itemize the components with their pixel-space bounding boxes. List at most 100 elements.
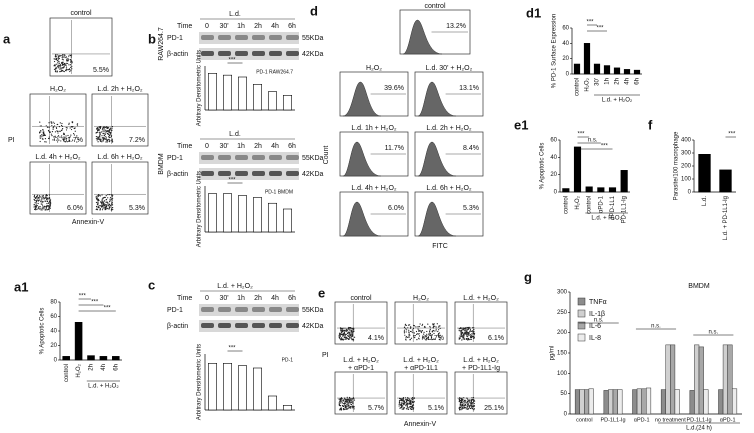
percentage: 13.1% [459,85,479,92]
event-dot [350,336,352,338]
event-dot [104,204,107,206]
event-dot [101,141,103,143]
event-dot [431,331,433,333]
event-dot [112,207,114,209]
bar [253,367,263,411]
event-dot [46,195,48,197]
panel-letter: d [310,3,318,18]
event-dot [104,138,106,140]
event-dot [63,56,65,59]
event-dot [439,327,441,330]
event-dot [46,200,49,203]
event-dot [403,329,406,331]
bar [718,389,724,415]
event-dot [470,338,472,340]
event-dot [110,205,112,207]
event-dot [471,405,473,407]
event-dot [44,138,47,140]
percentage: 4.1% [368,335,384,342]
event-dot [108,139,111,141]
event-dot [409,408,412,410]
event-dot [107,197,109,199]
panel-letter: c [148,277,155,292]
event-dot [342,330,344,332]
bar [632,389,638,415]
event-dot [422,335,424,337]
event-dot [421,330,423,332]
panel-letter: f [648,117,653,132]
time-point: 6h [288,23,296,30]
bar [223,363,233,411]
event-dot [404,402,406,404]
plot-title: L.d. 4h + H₂O₂ [351,185,397,192]
x-tick-label: control [587,196,593,214]
event-dot [110,139,112,141]
event-dot [38,208,40,210]
event-dot [401,399,403,401]
blot-band [235,323,248,328]
event-dot [432,327,434,329]
event-dot [467,403,470,405]
event-dot [460,403,462,406]
event-dot [429,325,431,328]
time-point: 4h [271,143,279,150]
bar [99,356,108,361]
event-dot [70,66,72,68]
legend-label: PD-1 RAW264.7 [256,69,293,75]
event-dot [429,327,431,329]
event-dot [438,335,440,337]
time-point: 0 [205,143,209,150]
axis-label: Annexin-V [404,421,437,428]
x-tick-label: L.d. + PD-1L1-Ig [723,196,729,240]
event-dot [351,399,353,401]
event-dot [344,401,346,403]
event-dot [465,402,468,404]
event-dot [61,70,63,72]
event-dot [427,336,430,338]
x-tick-label: control [575,78,581,96]
y-tick-label: 60 [550,138,557,144]
event-dot [42,131,44,133]
event-dot [37,200,39,202]
event-dot [463,397,465,399]
event-dot [340,337,343,339]
event-dot [105,195,107,197]
event-dot [353,408,355,410]
event-dot [64,141,66,143]
event-dot [346,402,348,404]
blot-band [269,323,282,328]
event-dot [109,201,111,203]
event-dot [57,56,60,58]
bar [719,169,732,193]
event-dot [412,403,414,405]
event-dot [406,401,408,403]
percentage: 6.0% [67,205,83,212]
event-dot [102,201,105,203]
event-dot [425,339,427,341]
event-dot [58,62,60,65]
event-dot [413,397,415,400]
event-dot [402,403,405,405]
event-dot [404,397,407,399]
event-dot [41,138,43,140]
event-dot [458,338,460,340]
event-dot [112,208,114,211]
time-point: 6h [288,143,296,150]
event-dot [59,64,62,66]
bar [722,344,728,415]
event-dot [463,400,465,403]
x-tick-label: H₂O₂ [575,195,581,209]
group-label: L.d. + H₂O₂ [88,384,119,390]
event-dot [423,333,425,335]
event-dot [351,401,353,403]
event-dot [433,332,435,335]
bar [238,365,248,411]
event-dot [340,400,342,402]
event-dot [73,134,76,136]
plot-title: H₂O₂ [413,295,429,302]
event-dot [50,133,53,135]
event-dot [108,131,110,133]
event-dot [69,58,72,61]
event-dot [55,54,57,56]
event-dot [413,401,415,403]
